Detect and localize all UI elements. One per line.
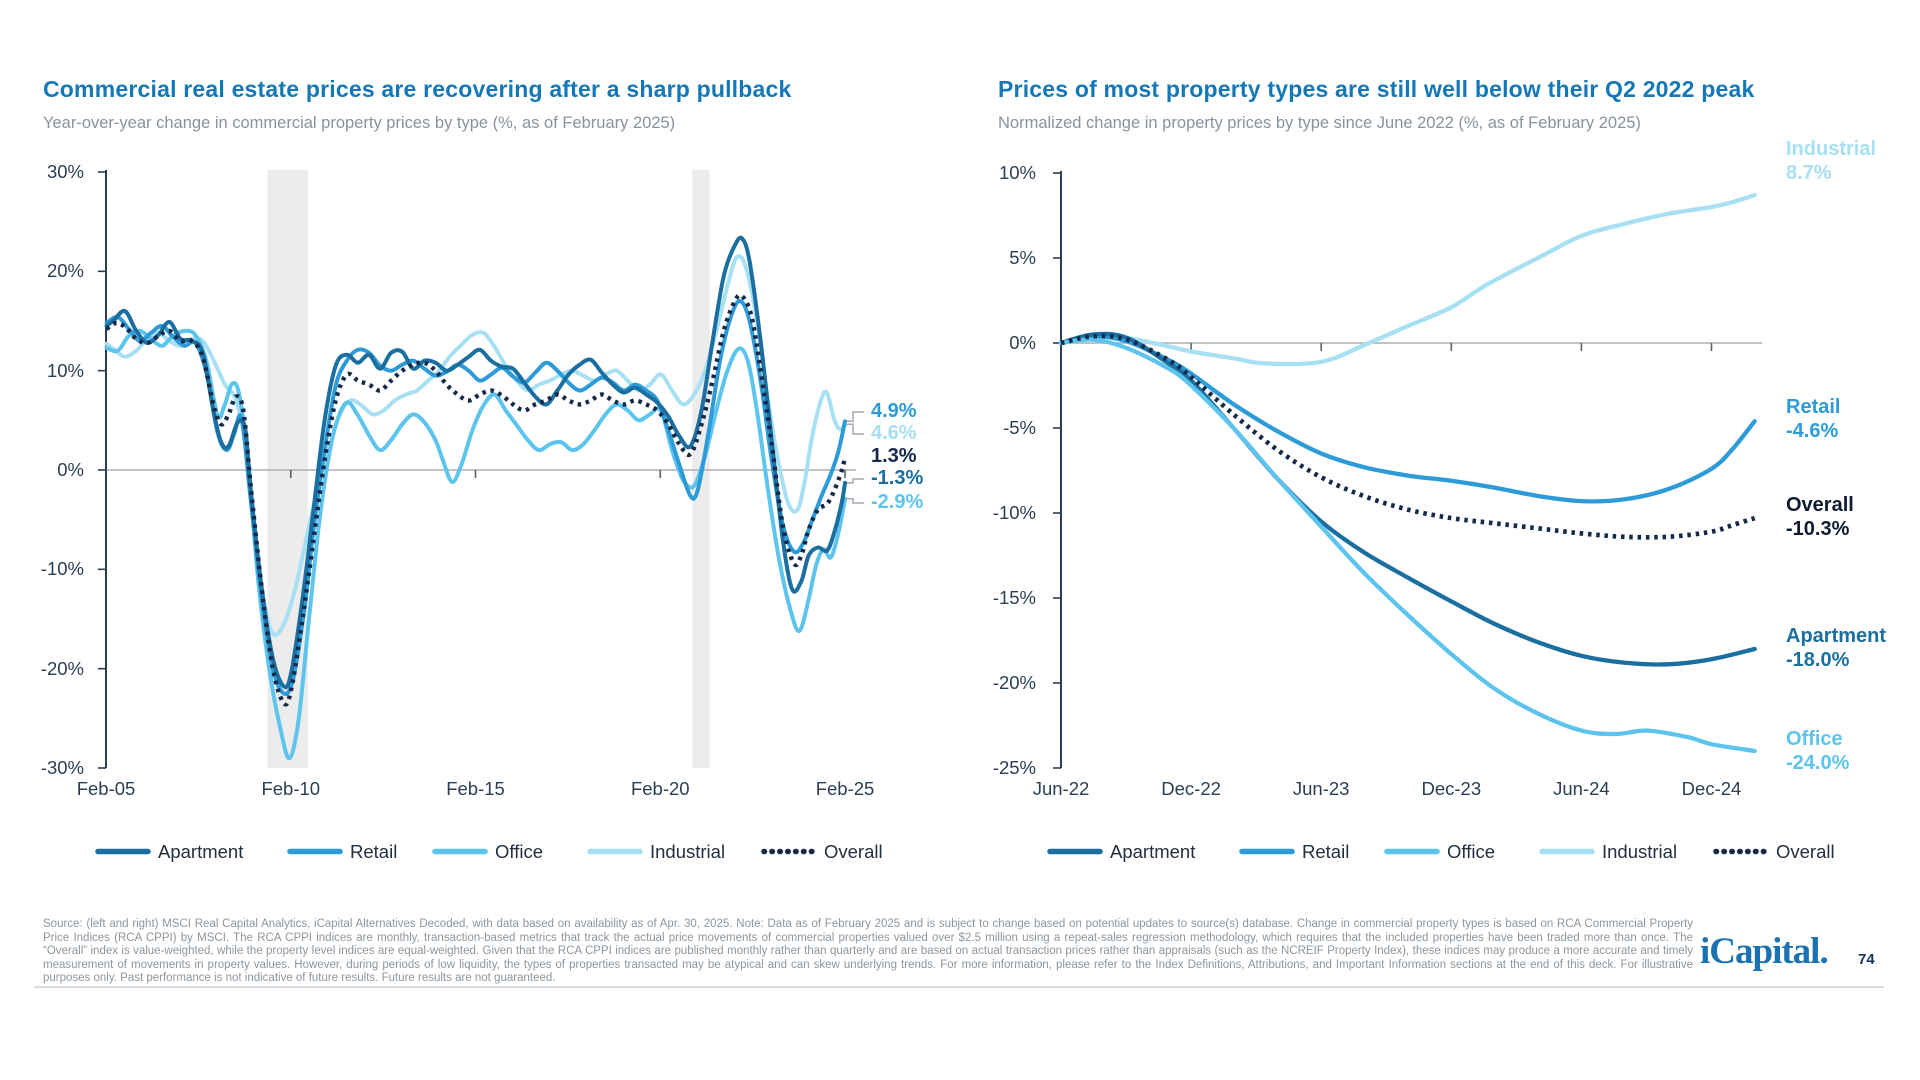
indexed-y-tick-label: 10% [998,162,1036,183]
indexed-x-tick-label: Dec-23 [1421,778,1482,799]
yoy-overall-end-label: 1.3% [871,445,917,467]
indexed-overall-side-label-value: -10.3% [1786,518,1850,540]
yoy-retail-label-connector [847,411,864,423]
yoy-legend-label-office: Office [495,840,543,862]
yoy-y-tick-label: 30% [46,161,84,182]
yoy-overall-series-line [105,292,848,707]
yoy-x-tick-label: Feb-10 [261,778,321,799]
indexed-x-tick-label: Dec-22 [1161,778,1221,799]
indexed-office-side-label-name: Office [1786,728,1843,750]
indexed-y-tick-label: -5% [1003,417,1036,438]
yoy-y-tick-label: -10% [40,558,84,580]
yoy-y-tick-label: -20% [40,657,84,679]
indexed-office-side-label: Office -24.0% [1786,727,1849,775]
indexed-apartment-side-label-value: -18.0% [1786,649,1850,671]
indexed-legend-label-office: Office [1447,840,1495,862]
indexed-overall-side-label: Overall -10.3% [1786,493,1854,541]
yoy-office-end-label: -2.9% [871,491,924,513]
indexed-industrial-side-label: Industrial 8.7% [1786,137,1876,185]
indexed-y-tick-label: 0% [1009,332,1036,353]
indexed-y-tick-label: -20% [992,672,1036,693]
indexed-y-tick-label: -15% [992,587,1036,608]
yoy-legend-label-apartment: Apartment [158,840,244,862]
yoy-office-label-connector [847,498,864,504]
bottom-rule [34,986,1884,988]
yoy-legend-label-overall: Overall [824,840,883,862]
yoy-retail-end-label: 4.9% [871,400,917,422]
indexed-x-tick-label: Dec-24 [1681,778,1742,799]
yoy-x-tick-label: Feb-20 [630,778,690,799]
right-chart-subtitle: Normalized change in property prices by … [998,114,1641,132]
indexed-apartment-side-label-name: Apartment [1786,625,1887,647]
indexed-retail-side-label-value: -4.6% [1786,420,1839,442]
indexed-legend-label-apartment: Apartment [1110,840,1196,862]
indexed-office-side-label-value: -24.0% [1786,752,1850,774]
indexed-apartment-side-label: Apartment -18.0% [1786,624,1886,672]
indexed-x-tick-label: Jun-24 [1553,778,1610,799]
yoy-x-tick-label: Feb-05 [76,778,136,799]
indexed-y-tick-label: -25% [992,757,1036,778]
yoy-industrial-end-label: 4.6% [871,422,917,444]
indexed-legend-label-overall: Overall [1776,840,1835,862]
yoy-industrial-series-line [104,254,847,638]
indexed-overall-side-label-name: Overall [1786,494,1854,516]
yoy-retail-series-line [104,299,847,696]
indexed-office-series-line [1058,337,1757,754]
indexed-legend-label-retail: Retail [1302,840,1350,862]
page-number: 74 [1858,951,1875,968]
yoy-industrial-label-connector [847,423,864,435]
yoy-apartment-end-label: -1.3% [871,467,924,489]
yoy-x-tick-label: Feb-15 [446,778,505,799]
icapital-logo: iCapital. [1700,931,1829,972]
indexed-x-tick-label: Jun-23 [1292,778,1350,799]
indexed-y-tick-label: 5% [1009,247,1036,268]
indexed-industrial-side-label-value: 8.7% [1786,162,1832,184]
indexed-y-tick-label: -10% [992,502,1036,523]
left-chart-subtitle: Year-over-year change in commercial prop… [43,114,676,132]
yoy-y-tick-label: 10% [46,359,84,381]
source-footnote: Source: (left and right) MSCI Real Capit… [43,918,1693,985]
right-chart-title: Prices of most property types are still … [998,76,1755,102]
yoy-apartment-series-line [104,235,847,690]
yoy-y-tick-label: 0% [57,459,84,480]
yoy-apartment-label-connector [847,478,864,484]
indexed-retail-side-label: Retail -4.6% [1786,395,1840,443]
indexed-retail-side-label-name: Retail [1786,396,1841,418]
indexed-legend-label-industrial: Industrial [1602,840,1678,862]
indexed-industrial-side-label-name: Industrial [1786,138,1877,160]
yoy-y-tick-label: -30% [40,756,84,778]
yoy-office-series-line [104,328,847,761]
yoy-y-tick-label: 20% [46,260,84,282]
indexed-industrial-series-line [1058,192,1757,367]
yoy-x-tick-label: Feb-25 [815,778,875,799]
yoy-legend-label-retail: Retail [350,840,398,862]
indexed-overall-series-line [1060,333,1756,540]
yoy-legend-label-industrial: Industrial [650,840,726,862]
indexed-apartment-series-line [1058,331,1757,667]
indexed-x-tick-label: Jun-22 [1032,778,1090,799]
indexed-retail-series-line [1058,334,1757,504]
left-chart-title: Commercial real estate prices are recove… [43,76,792,102]
